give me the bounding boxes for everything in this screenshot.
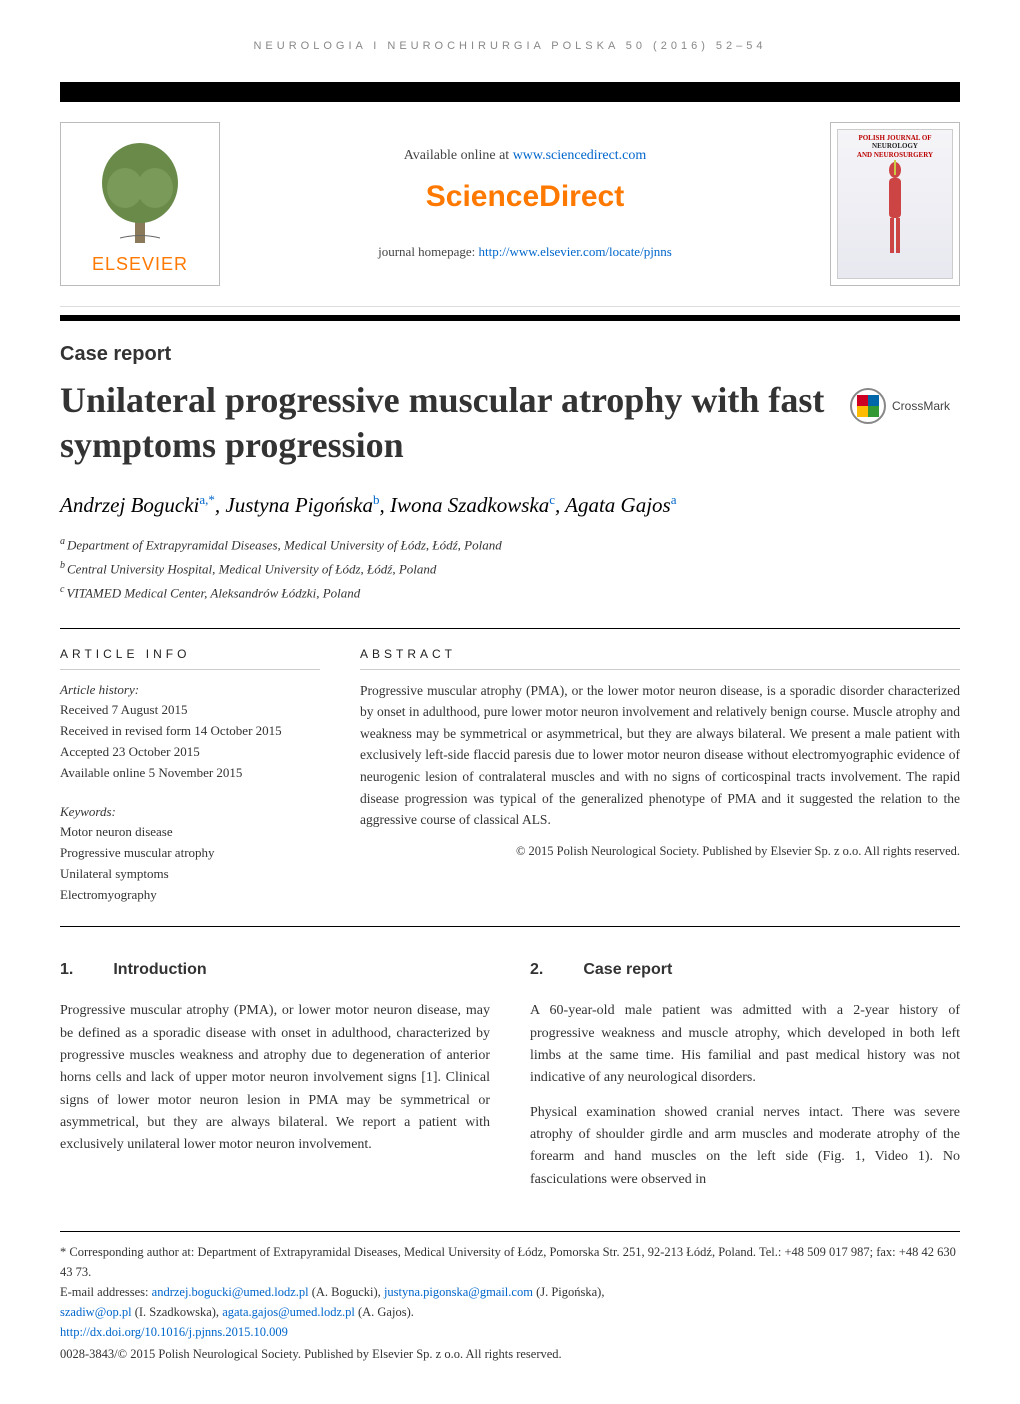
section-1-heading: 1. Introduction [60, 957, 490, 983]
keyword-1: Motor neuron disease [60, 822, 320, 843]
abstract-column: ABSTRACT Progressive muscular atrophy (P… [360, 645, 960, 905]
corresponding-author: * Corresponding author at: Department of… [60, 1242, 960, 1282]
section-2-number: 2. [530, 957, 543, 983]
journal-cover-box: POLISH JOURNAL OF NEUROLOGY AND NEUROSUR… [830, 122, 960, 286]
body-columns: 1. Introduction Progressive muscular atr… [60, 957, 960, 1192]
journal-cover-thumbnail: POLISH JOURNAL OF NEUROLOGY AND NEUROSUR… [837, 129, 953, 279]
abstract-copyright: © 2015 Polish Neurological Society. Publ… [360, 841, 960, 861]
affiliation-b: Central University Hospital, Medical Uni… [67, 561, 436, 576]
affiliation-c: VITAMED Medical Center, Aleksandrów Łódz… [66, 586, 360, 601]
issn-copyright: 0028-3843/© 2015 Polish Neurological Soc… [60, 1344, 960, 1364]
email-addresses: E-mail addresses: andrzej.bogucki@umed.l… [60, 1282, 960, 1302]
author-2: Justyna Pigońska [225, 493, 373, 517]
masthead-bottom-rule [60, 315, 960, 321]
abstract-text: Progressive muscular atrophy (PMA), or t… [360, 680, 960, 831]
available-prefix: Available online at [404, 148, 513, 163]
sciencedirect-logo: ScienceDirect [240, 180, 810, 214]
keyword-4: Electromyography [60, 885, 320, 906]
masthead-center: Available online at www.sciencedirect.co… [220, 122, 830, 286]
doi-link[interactable]: http://dx.doi.org/10.1016/j.pjnns.2015.1… [60, 1325, 288, 1339]
body-column-left: 1. Introduction Progressive muscular atr… [60, 957, 490, 1192]
author-4: Agata Gajos [565, 493, 671, 517]
history-received: Received 7 August 2015 [60, 700, 320, 721]
section-1-title: Introduction [113, 957, 206, 983]
email-2[interactable]: justyna.pigonska@gmail.com [384, 1285, 533, 1299]
publisher-logo-text: ELSEVIER [92, 254, 188, 275]
section-1-body: Progressive muscular atrophy (PMA), or l… [60, 1000, 490, 1157]
top-rule [60, 82, 960, 102]
journal-homepage-line: journal homepage: http://www.elsevier.co… [240, 244, 810, 260]
info-abstract-block: ARTICLE INFO Article history: Received 7… [60, 628, 960, 926]
author-2-affil[interactable]: b [373, 492, 380, 507]
journal-homepage-link[interactable]: http://www.elsevier.com/locate/pjnns [478, 244, 671, 259]
running-header: NEUROLOGIA I NEUROCHIRURGIA POLSKA 50 (2… [60, 40, 960, 52]
email-1[interactable]: andrzej.bogucki@umed.lodz.pl [152, 1285, 309, 1299]
emails-prefix: E-mail addresses: [60, 1285, 152, 1299]
history-revised: Received in revised form 14 October 2015 [60, 721, 320, 742]
cover-line3: AND NEUROSURGERY [840, 151, 950, 159]
keyword-2: Progressive muscular atrophy [60, 843, 320, 864]
cover-line1: POLISH JOURNAL OF [840, 134, 950, 142]
footnotes: * Corresponding author at: Department of… [60, 1231, 960, 1364]
article-type: Case report [60, 343, 960, 366]
body-column-right: 2. Case report A 60-year-old male patien… [530, 957, 960, 1192]
crossmark-icon [850, 388, 886, 424]
author-4-affil[interactable]: a [671, 492, 677, 507]
email-2-name: (J. Pigońska), [533, 1285, 605, 1299]
abstract-heading: ABSTRACT [360, 645, 960, 669]
history-label: Article history: [60, 680, 320, 701]
masthead: ELSEVIER Available online at www.science… [60, 102, 960, 307]
history-online: Available online 5 November 2015 [60, 763, 320, 784]
section-2-p1: A 60-year-old male patient was admitted … [530, 1000, 960, 1090]
cover-figure-icon [875, 160, 915, 260]
author-3: Iwona Szadkowska [390, 493, 549, 517]
email-4[interactable]: agata.gajos@umed.lodz.pl [222, 1305, 355, 1319]
article-info-column: ARTICLE INFO Article history: Received 7… [60, 645, 320, 905]
affiliation-a: Department of Extrapyramidal Diseases, M… [67, 537, 502, 552]
article-history: Article history: Received 7 August 2015 … [60, 680, 320, 784]
crossmark-label: CrossMark [892, 399, 950, 413]
crossmark-badge[interactable]: CrossMark [850, 388, 960, 424]
email-3-name: (I. Szadkowska), [132, 1305, 223, 1319]
email-4-name: (A. Gajos). [355, 1305, 414, 1319]
article-title: Unilateral progressive muscular atrophy … [60, 378, 830, 468]
authors-line: Andrzej Boguckia,*, Justyna Pigońskab, I… [60, 492, 960, 518]
affiliations: aDepartment of Extrapyramidal Diseases, … [60, 534, 960, 604]
section-2-p2: Physical examination showed cranial nerv… [530, 1102, 960, 1192]
keywords-label: Keywords: [60, 802, 320, 823]
author-1: Andrzej Bogucki [60, 493, 199, 517]
keyword-3: Unilateral symptoms [60, 864, 320, 885]
elsevier-tree-icon [90, 138, 190, 248]
email-1-name: (A. Bogucki), [309, 1285, 384, 1299]
article-info-heading: ARTICLE INFO [60, 645, 320, 669]
cover-line2: NEUROLOGY [840, 142, 950, 150]
sciencedirect-link[interactable]: www.sciencedirect.com [513, 148, 647, 163]
author-1-affil[interactable]: a,* [199, 492, 215, 507]
author-3-affil[interactable]: c [549, 492, 555, 507]
email-addresses-2: szadiw@op.pl (I. Szadkowska), agata.gajo… [60, 1302, 960, 1322]
section-2-heading: 2. Case report [530, 957, 960, 983]
email-3[interactable]: szadiw@op.pl [60, 1305, 132, 1319]
available-online-line: Available online at www.sciencedirect.co… [240, 148, 810, 164]
doi-line: http://dx.doi.org/10.1016/j.pjnns.2015.1… [60, 1322, 960, 1342]
history-accepted: Accepted 23 October 2015 [60, 742, 320, 763]
section-1-number: 1. [60, 957, 73, 983]
section-2-title: Case report [583, 957, 672, 983]
publisher-logo-box: ELSEVIER [60, 122, 220, 286]
homepage-prefix: journal homepage: [378, 244, 478, 259]
